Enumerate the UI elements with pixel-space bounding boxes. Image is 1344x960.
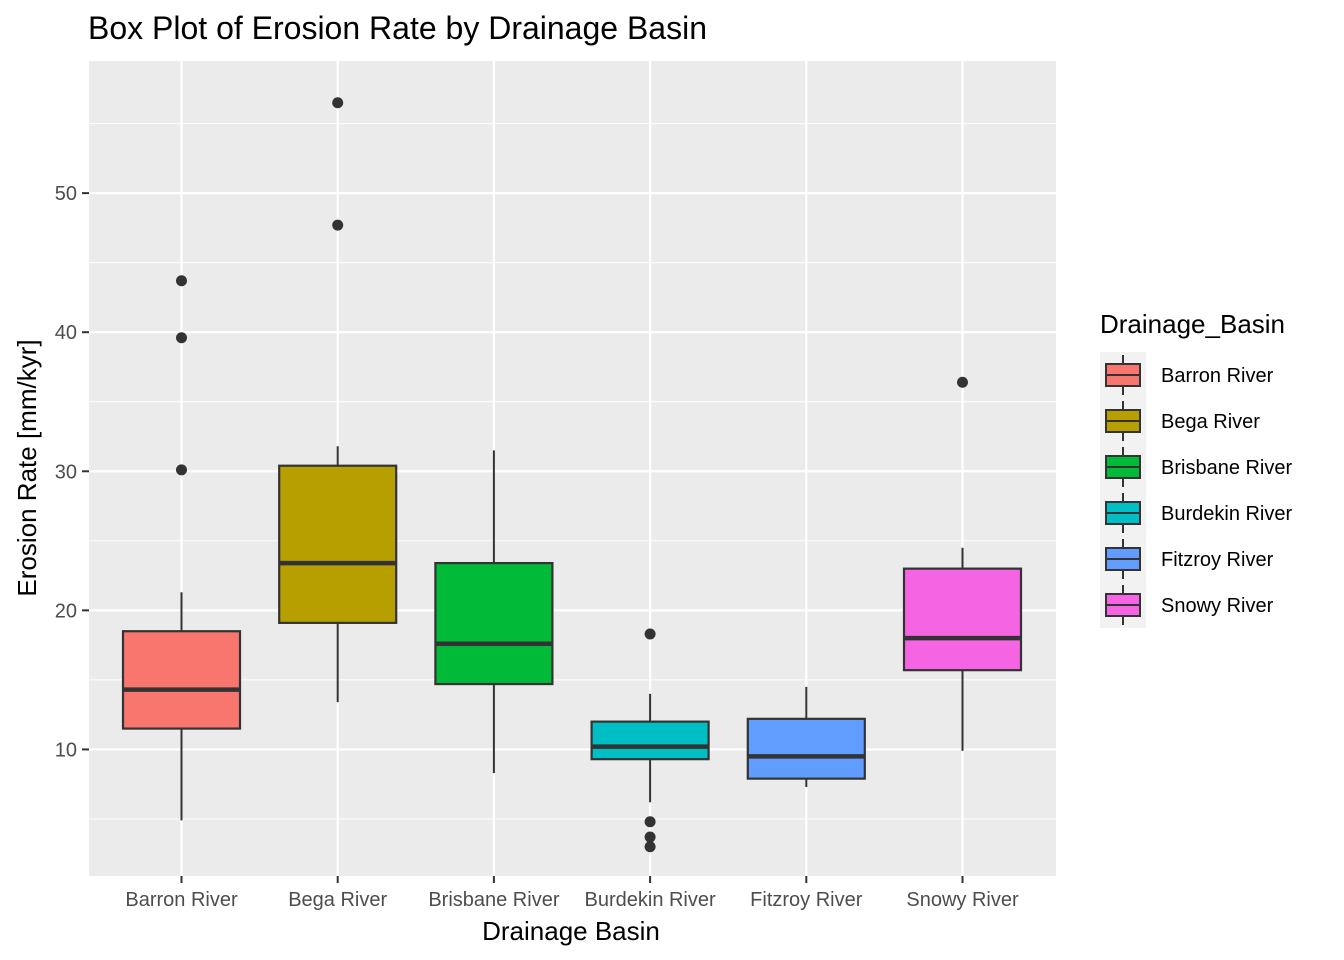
y-axis-title: Erosion Rate [mm/kyr] [12,339,42,596]
iqr-box [902,567,1023,672]
legend-label: Fitzroy River [1161,549,1274,571]
x-axis-title: Drainage Basin [482,916,660,946]
outlier-point [644,816,656,828]
legend-item-bega-river: Bega River [1100,398,1260,444]
box-bega-river [278,97,398,703]
chart-title: Box Plot of Erosion Rate by Drainage Bas… [88,10,707,46]
box-burdekin-river [590,628,710,853]
outlier-point [332,97,344,109]
legend-item-burdekin-river: Burdekin River [1100,490,1293,536]
box-snowy-river [902,376,1023,751]
x-axis: Barron River Bega River Brisbane River Burd… [125,876,1019,911]
y-tick-label: 40 [55,322,77,344]
outlier-point [957,376,968,388]
iqr-box [434,561,554,686]
outlier-point [644,841,656,853]
x-tick-label: Snowy River [906,889,1019,911]
outlier-point [332,219,344,231]
iqr-box [590,720,710,761]
y-axis: 10 20 30 40 50 [55,183,89,761]
box-fitzroy-river [746,686,866,787]
outlier-point [176,275,187,287]
iqr-box [121,630,242,730]
legend-label: Burdekin River [1161,503,1293,525]
outlier-point [644,831,656,843]
x-tick-label: Fitzroy River [750,889,863,911]
y-tick-label: 30 [55,461,77,483]
box-barron-river [121,275,242,821]
iqr-box [746,717,866,780]
outlier-point [176,464,187,476]
legend-item-fitzroy-river: Fitzroy River [1100,536,1274,582]
legend-label: Brisbane River [1161,457,1293,479]
legend-item-barron-river: Barron River [1100,352,1274,398]
outlier-point [644,628,656,640]
legend-label: Bega River [1161,411,1260,433]
legend-label: Snowy River [1161,595,1274,617]
iqr-box [278,464,398,624]
legend: Drainage_Basin Barron River Bega River Bri… [1100,309,1293,628]
y-tick-label: 20 [55,600,77,622]
x-tick-label: Brisbane River [428,889,560,911]
legend-label: Barron River [1161,365,1274,387]
box-brisbane-river [434,450,554,774]
legend-item-brisbane-river: Brisbane River [1100,444,1293,490]
legend-item-snowy-river: Snowy River [1100,582,1274,628]
panel-background [89,61,1056,876]
plot-panel [89,61,1056,876]
x-tick-label: Burdekin River [585,889,717,911]
x-tick-label: Barron River [125,889,238,911]
y-tick-label: 10 [55,739,77,761]
legend-title: Drainage_Basin [1100,309,1285,339]
y-tick-label: 50 [55,183,77,205]
x-tick-label: Bega River [288,889,387,911]
outlier-point [176,332,187,344]
